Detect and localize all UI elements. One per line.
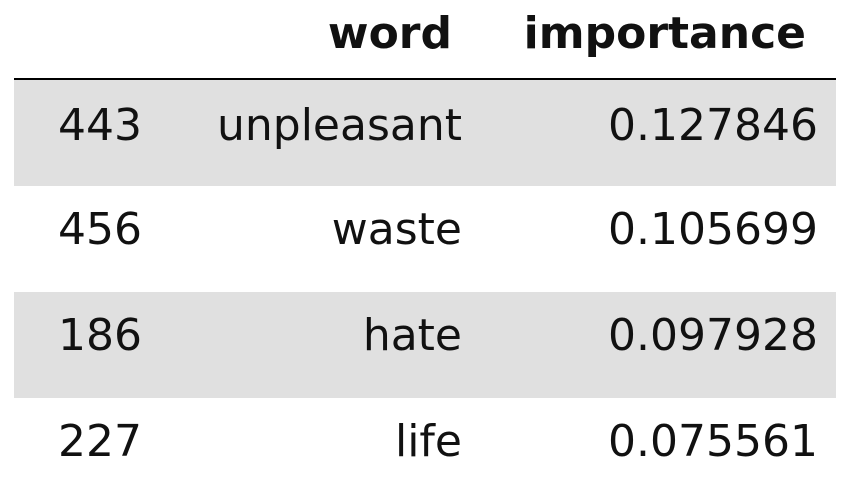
- table-row: 456 waste 0.105699: [14, 186, 836, 292]
- table-row: 186 hate 0.097928: [14, 292, 836, 398]
- row-index: 443: [58, 100, 142, 151]
- row-index: 456: [58, 204, 142, 255]
- table-row: 443 unpleasant 0.127846: [14, 80, 836, 186]
- table-header: word importance: [14, 0, 836, 80]
- row-importance: 0.097928: [608, 310, 818, 361]
- word-importance-table: word importance 443 unpleasant 0.127846 …: [14, 0, 836, 504]
- row-importance: 0.127846: [608, 100, 818, 151]
- row-word: hate: [362, 310, 462, 361]
- column-header-word: word: [327, 8, 452, 59]
- table-body: 443 unpleasant 0.127846 456 waste 0.1056…: [14, 80, 836, 504]
- table-row: 227 life 0.075561: [14, 398, 836, 504]
- row-word: life: [394, 416, 462, 467]
- row-index: 227: [58, 416, 142, 467]
- row-word: waste: [331, 204, 462, 255]
- row-word: unpleasant: [217, 100, 462, 151]
- row-importance: 0.105699: [608, 204, 818, 255]
- column-header-importance: importance: [523, 8, 806, 59]
- row-importance: 0.075561: [608, 416, 818, 467]
- row-index: 186: [58, 310, 142, 361]
